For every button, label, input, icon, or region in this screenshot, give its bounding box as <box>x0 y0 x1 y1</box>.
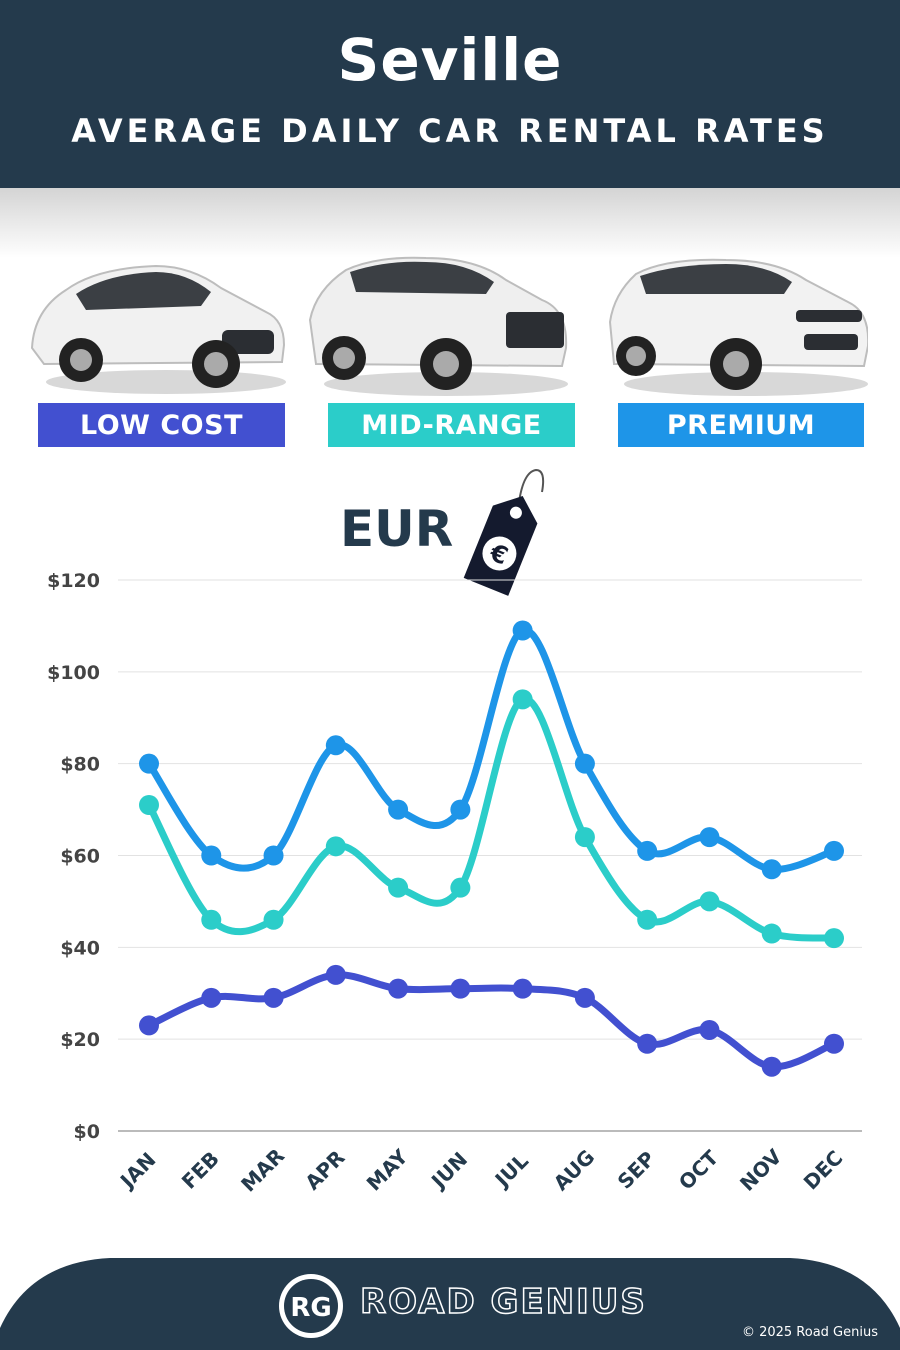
premium-data-point <box>512 620 533 641</box>
low-cost-data-point <box>263 987 284 1008</box>
premium-data-point <box>637 840 658 861</box>
low-cost-data-point <box>512 978 533 999</box>
x-tick-label: APR <box>300 1145 349 1194</box>
premium-series-line <box>145 626 838 873</box>
road-genius-logo: RG <box>279 1274 343 1338</box>
premium-data-point <box>325 735 346 756</box>
premium-data-point <box>824 840 844 861</box>
low-cost-data-point <box>824 1033 844 1054</box>
low-cost-data-point <box>450 978 471 999</box>
y-tick-label: $60 <box>60 846 100 868</box>
mid-range-data-point <box>450 877 471 898</box>
premium-badge: PREMIUM <box>618 403 864 447</box>
x-tick-label: DEC <box>799 1146 848 1195</box>
price-tag-icon: € <box>463 468 545 596</box>
y-tick-label: $120 <box>47 570 100 592</box>
low-cost-data-point <box>699 1019 720 1040</box>
y-tick-label: $100 <box>47 662 100 684</box>
x-tick-label: JUL <box>489 1149 533 1193</box>
x-tick-label: JAN <box>114 1148 160 1194</box>
premium-data-point <box>139 753 159 774</box>
low-cost-data-point <box>139 1015 159 1036</box>
page-title: Seville <box>337 26 563 94</box>
x-tick-label: MAR <box>236 1144 289 1197</box>
premium-data-point <box>388 799 409 820</box>
low-cost-data-point <box>761 1056 782 1077</box>
y-tick-label: $0 <box>74 1121 100 1143</box>
mid-range-data-point <box>263 909 284 930</box>
mid-range-data-point <box>512 689 533 710</box>
copyright-text: © 2025 Road Genius <box>741 1325 878 1340</box>
page-subtitle: AVERAGE DAILY CAR RENTAL RATES <box>71 112 829 150</box>
premium-data-point <box>450 799 471 820</box>
premium-car-image <box>608 258 868 396</box>
header: Seville AVERAGE DAILY CAR RENTAL RATES <box>0 0 900 188</box>
header-shadow <box>0 188 900 258</box>
mid-range-data-point <box>325 836 346 857</box>
y-tick-label: $20 <box>60 1029 100 1051</box>
low-cost-badge: LOW COST <box>38 403 285 447</box>
mid-range-data-point <box>139 794 159 815</box>
mid-range-data-point <box>637 909 658 930</box>
premium-data-point <box>263 845 284 866</box>
mid-range-badge: MID-RANGE <box>328 403 575 447</box>
low-cost-car-image <box>30 264 286 394</box>
premium-data-point <box>201 845 222 866</box>
y-tick-label: $80 <box>60 754 100 776</box>
low-cost-data-point <box>201 987 222 1008</box>
low-cost-data-point <box>574 987 595 1008</box>
mid-range-data-point <box>761 923 782 944</box>
x-tick-label: FEB <box>177 1147 224 1194</box>
rental-rates-line-chart: $0 $20 $40 $60 $80 $100 $120 JAN FEB MAR APR MAY JUN… <box>47 570 862 1197</box>
x-tick-label: NOV <box>735 1144 787 1196</box>
low-cost-data-point <box>388 978 409 999</box>
x-tick-label: JUN <box>425 1147 472 1194</box>
low-cost-data-point <box>637 1033 658 1054</box>
mid-range-series-line <box>145 695 838 942</box>
mid-range-data-point <box>201 909 222 930</box>
mid-range-data-point <box>388 877 409 898</box>
mid-range-data-point <box>699 891 720 912</box>
x-tick-label: MAY <box>362 1144 413 1195</box>
brand-name: ROAD GENIUS <box>359 1281 647 1323</box>
premium-data-point <box>699 827 720 848</box>
premium-data-point <box>574 753 595 774</box>
mid-range-data-point <box>824 928 844 949</box>
currency-label: EUR <box>340 500 454 558</box>
x-tick-label: OCT <box>674 1145 723 1194</box>
premium-data-point <box>761 859 782 880</box>
y-tick-label: $40 <box>60 937 100 959</box>
low-cost-series-line <box>145 971 838 1071</box>
logo-text: RG <box>290 1293 331 1323</box>
x-tick-label: SEP <box>613 1146 660 1193</box>
low-cost-data-point <box>325 964 346 985</box>
footer-banner <box>0 1258 900 1350</box>
mid-range-car-image <box>308 256 568 396</box>
x-tick-label: AUG <box>549 1145 600 1196</box>
mid-range-data-point <box>574 827 595 848</box>
